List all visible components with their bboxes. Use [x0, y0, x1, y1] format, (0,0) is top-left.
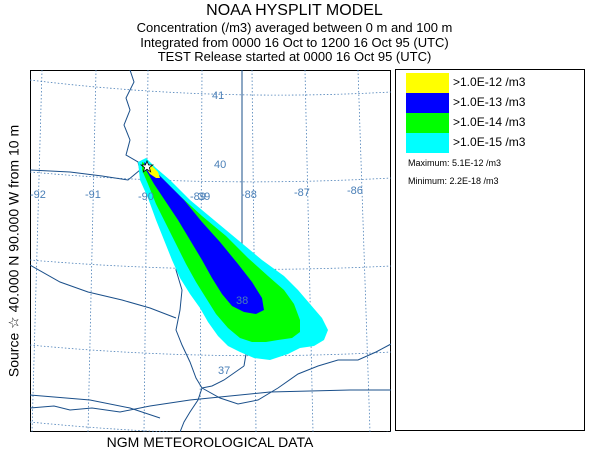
missouri-southern-boundary	[30, 394, 161, 419]
longitude-line-m91	[87, 70, 97, 432]
legend-label: >1.0E-15 /m3	[453, 135, 526, 149]
minimum-value: Minimum: 2.2E-18 /m3	[408, 176, 499, 186]
graticule	[30, 70, 391, 432]
legend-label: >1.0E-13 /m3	[453, 95, 526, 109]
legend-swatch-green	[406, 113, 449, 133]
longitude-label-m87: -87	[294, 187, 310, 199]
latitude-label-39: 39	[198, 191, 210, 203]
source-star-icon	[140, 159, 154, 173]
release-info: TEST Release started at 0000 16 Oct 95 (…	[157, 49, 432, 64]
longitude-label-m91: -91	[85, 189, 101, 201]
longitude-line-m86	[357, 70, 371, 432]
legend-label: >1.0E-12 /m3	[453, 75, 526, 89]
iowa-missouri-boundary	[30, 169, 141, 181]
longitude-label-m90: -90	[138, 191, 154, 203]
ohio-river	[201, 343, 391, 405]
legend-item: >1.0E-12 /m3	[406, 73, 586, 93]
latitude-label-38: 38	[236, 295, 248, 307]
plume-contour-blue	[144, 162, 264, 314]
legend-item: >1.0E-15 /m3	[406, 133, 586, 153]
wabash-river	[201, 365, 245, 389]
longitude-line-m88	[251, 70, 257, 432]
maximum-value: Maximum: 5.1E-12 /m3	[408, 158, 502, 168]
legend-label: >1.0E-14 /m3	[453, 115, 526, 129]
legend-item: >1.0E-14 /m3	[406, 113, 586, 133]
mississippi-river-south	[179, 387, 203, 432]
legend-swatch-yellow	[406, 73, 449, 93]
meteorological-data-label: NGM METEOROLOGICAL DATA	[106, 434, 314, 450]
plume-map: 41 40 39 38 37 -92 -91 -90 -89 -88 -87 -…	[30, 70, 391, 432]
longitude-line-m90	[143, 70, 149, 432]
longitude-label-m88: -88	[241, 189, 257, 201]
longitude-label-m92: -92	[30, 189, 46, 201]
latitude-label-41: 41	[212, 90, 224, 102]
longitude-line-m87	[304, 70, 314, 432]
missouri-river	[30, 264, 177, 319]
kentucky-tennessee-boundary	[30, 389, 391, 413]
concentration-subtitle: Concentration (/m3) averaged between 0 m…	[136, 20, 453, 35]
concentration-plume	[138, 158, 328, 360]
legend-item: >1.0E-13 /m3	[406, 93, 586, 113]
longitude-label-m86: -86	[347, 185, 363, 197]
source-axis-label-container: Source ☆ 40.000 N 90.000 W from 10 m	[2, 70, 26, 432]
chart-title: NOAA HYSPLIT MODEL	[206, 2, 383, 19]
longitude-label-m89: -89	[190, 191, 206, 203]
legend-panel: >1.0E-12 /m3 >1.0E-13 /m3 >1.0E-14 /m3 >…	[395, 69, 585, 431]
longitude-line-m89	[199, 70, 203, 432]
integration-period: Integrated from 0000 16 Oct to 1200 16 O…	[140, 35, 449, 50]
legend-swatch-cyan	[406, 133, 449, 153]
latitude-label-37: 37	[218, 365, 230, 377]
latitude-label-40: 40	[214, 159, 226, 171]
source-axis-label: Source ☆ 40.000 N 90.000 W from 10 m	[5, 124, 22, 378]
longitude-line-m92	[31, 70, 43, 432]
legend-swatch-blue	[406, 93, 449, 113]
